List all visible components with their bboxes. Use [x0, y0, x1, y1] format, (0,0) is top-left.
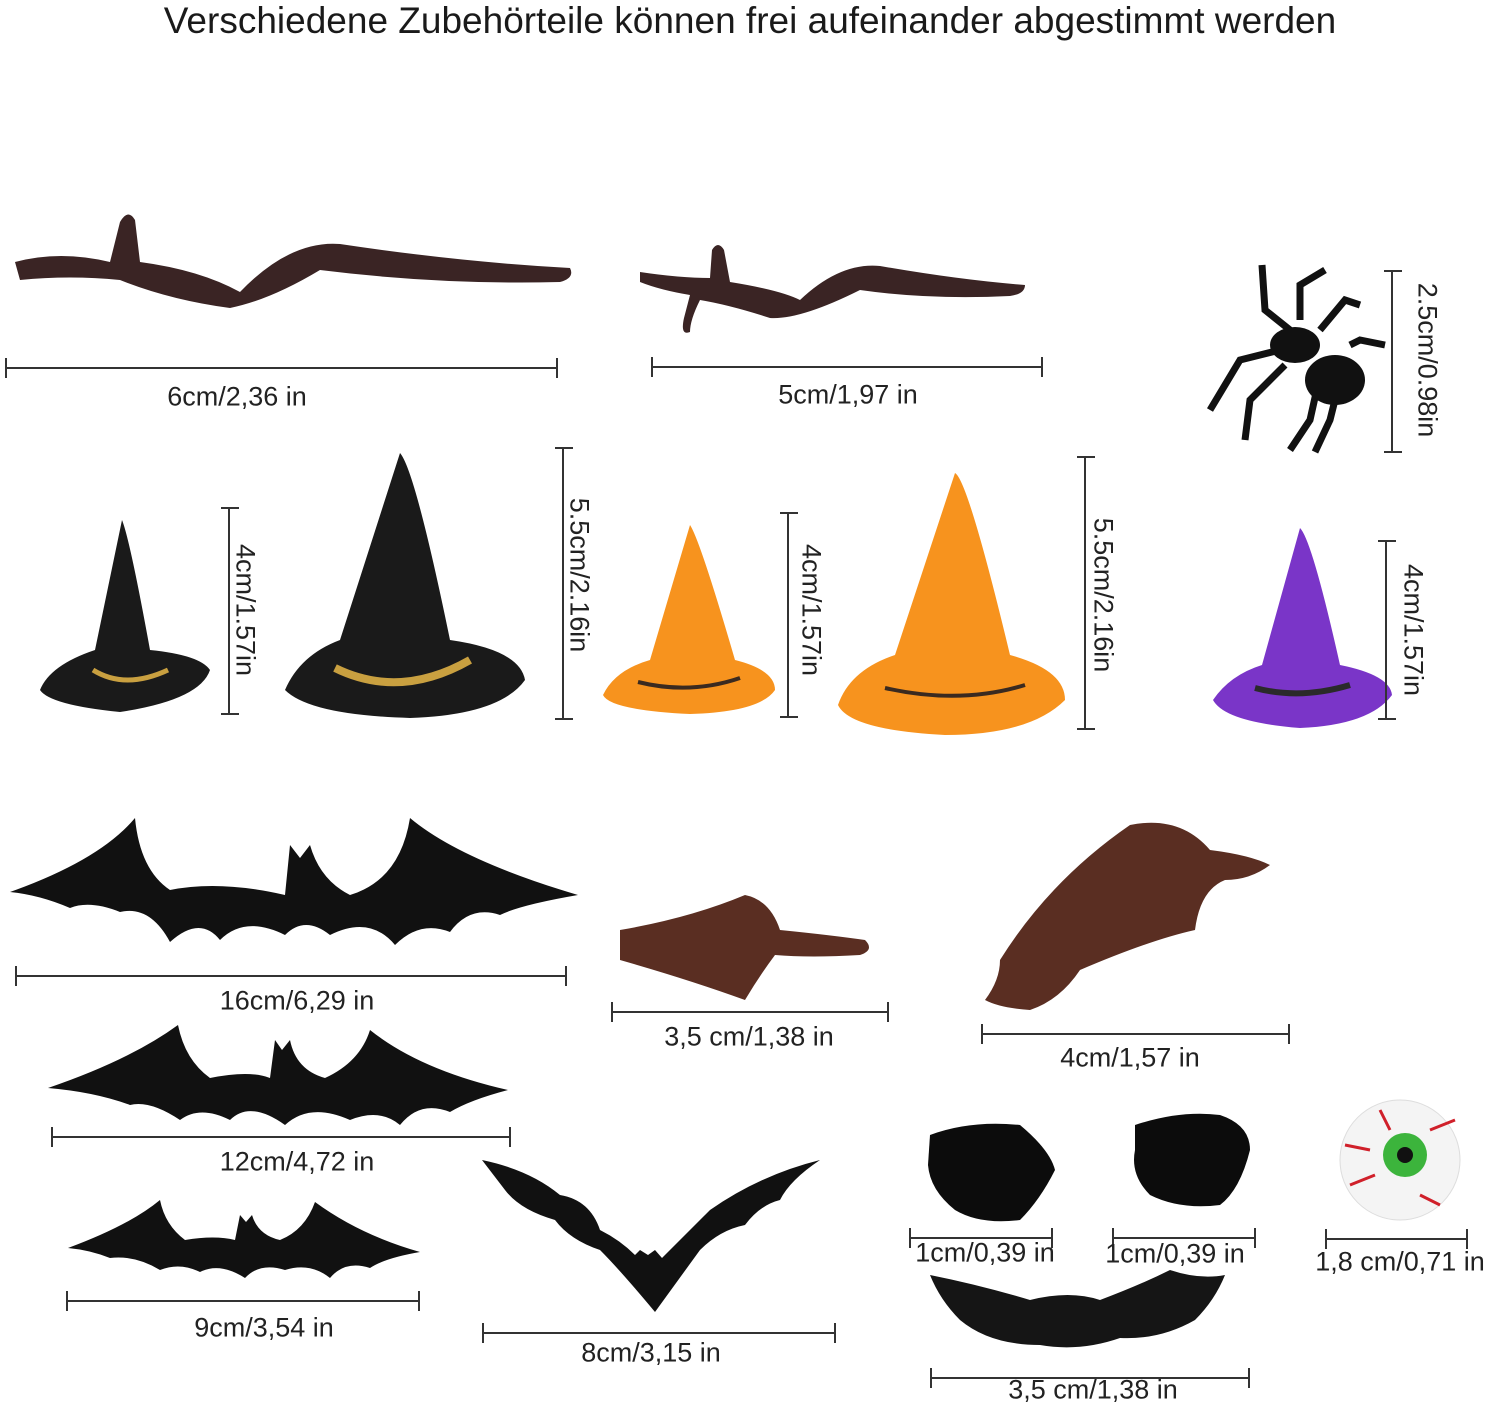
bat-12cm	[48, 1025, 508, 1125]
eye-left	[928, 1123, 1055, 1222]
measure-line-branch-large	[5, 358, 558, 378]
measure-line-bat-12	[51, 1127, 511, 1147]
mouth	[930, 1270, 1225, 1348]
label-bat-16: 16cm/6,29 in	[219, 985, 375, 1016]
measure-line-orange-hat-large	[1077, 456, 1095, 730]
eyeball	[1339, 1099, 1461, 1221]
label-spider: 2.5cm/0.98in	[1412, 282, 1443, 438]
measure-line-bat-8	[482, 1323, 836, 1343]
label-eyeball: 1,8 cm/0,71 in	[1315, 1246, 1485, 1277]
label-eye-right: 1cm/0,39 in	[1105, 1238, 1245, 1269]
branch-small	[640, 245, 1025, 333]
label-mouth: 3,5 cm/1,38 in	[1008, 1374, 1178, 1405]
eye-right	[1134, 1113, 1250, 1207]
bat-16cm	[10, 818, 578, 945]
measure-line-orange-hat-small	[780, 512, 798, 718]
branch-large	[15, 214, 572, 308]
measure-line-branch-small	[651, 357, 1043, 377]
orange-hat-large	[838, 473, 1065, 735]
label-branch-small: 5cm/1,97 in	[778, 379, 918, 410]
measure-line-black-hat-small	[221, 507, 239, 715]
measure-line-bat-9	[66, 1291, 420, 1311]
orange-hat-small	[603, 525, 775, 714]
measure-line-eye-right	[1112, 1228, 1256, 1248]
label-black-hat-small: 4cm/1.57in	[230, 543, 261, 677]
label-branch-large: 6cm/2,36 in	[167, 381, 307, 412]
label-orange-hat-large: 5.5cm/2.16in	[1088, 517, 1119, 673]
black-hat-large	[285, 453, 525, 718]
bat-9cm	[68, 1200, 420, 1278]
black-hat-small	[40, 520, 210, 712]
title: Verschiedene Zubehörteile können frei au…	[163, 0, 1337, 41]
nose-small	[620, 895, 869, 1000]
label-bat-9: 9cm/3,54 in	[194, 1312, 334, 1343]
measure-line-mouth	[930, 1368, 1250, 1388]
measure-line-spider	[1384, 270, 1402, 453]
label-purple-hat: 4cm/1.57in	[1398, 563, 1429, 697]
label-black-hat-large: 5.5cm/2.16in	[564, 497, 595, 653]
measure-line-bat-16	[15, 966, 567, 986]
spider	[1206, 264, 1386, 454]
measure-line-black-hat-large	[555, 447, 573, 720]
measure-line-eyeball	[1325, 1229, 1468, 1249]
purple-hat	[1213, 528, 1392, 728]
label-bat-12: 12cm/4,72 in	[219, 1146, 375, 1177]
measure-line-eye-left	[909, 1228, 1053, 1248]
measure-line-purple-hat	[1378, 540, 1396, 720]
bat-8cm	[482, 1160, 820, 1312]
measure-line-nose-large	[981, 1024, 1290, 1044]
measure-line-nose-small	[611, 1002, 889, 1022]
label-orange-hat-small: 4cm/1.57in	[796, 543, 827, 677]
label-nose-large: 4cm/1,57 in	[1060, 1042, 1200, 1073]
label-nose-small: 3,5 cm/1,38 in	[664, 1021, 834, 1052]
nose-large	[985, 822, 1270, 1010]
label-eye-left: 1cm/0,39 in	[915, 1237, 1055, 1268]
label-bat-8: 8cm/3,15 in	[581, 1337, 721, 1368]
